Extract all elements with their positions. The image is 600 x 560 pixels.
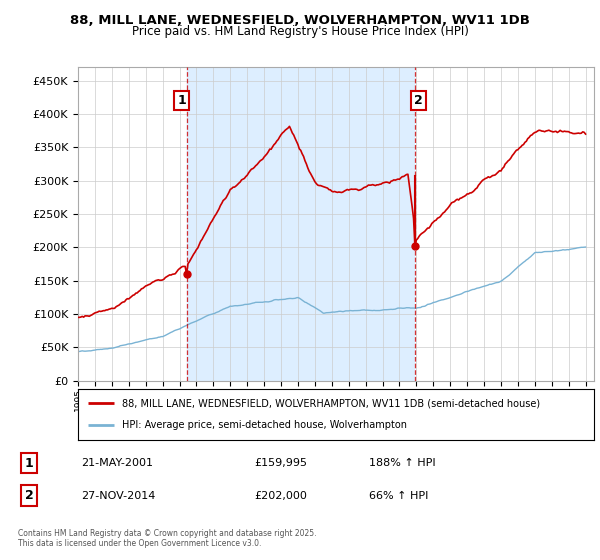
Text: HPI: Average price, semi-detached house, Wolverhampton: HPI: Average price, semi-detached house,… [122,421,407,431]
Text: Contains HM Land Registry data © Crown copyright and database right 2025.
This d: Contains HM Land Registry data © Crown c… [18,529,316,548]
Text: 66% ↑ HPI: 66% ↑ HPI [369,491,428,501]
Text: 1: 1 [177,94,186,107]
Text: 27-NOV-2014: 27-NOV-2014 [81,491,155,501]
Text: 188% ↑ HPI: 188% ↑ HPI [369,458,436,468]
Text: 88, MILL LANE, WEDNESFIELD, WOLVERHAMPTON, WV11 1DB: 88, MILL LANE, WEDNESFIELD, WOLVERHAMPTO… [70,14,530,27]
Text: 2: 2 [25,489,34,502]
Text: £202,000: £202,000 [254,491,307,501]
Text: Price paid vs. HM Land Registry's House Price Index (HPI): Price paid vs. HM Land Registry's House … [131,25,469,38]
Text: 21-MAY-2001: 21-MAY-2001 [81,458,153,468]
Text: 2: 2 [414,94,423,107]
Text: 1: 1 [25,456,34,470]
Text: £159,995: £159,995 [254,458,307,468]
Text: 88, MILL LANE, WEDNESFIELD, WOLVERHAMPTON, WV11 1DB (semi-detached house): 88, MILL LANE, WEDNESFIELD, WOLVERHAMPTO… [122,398,540,408]
